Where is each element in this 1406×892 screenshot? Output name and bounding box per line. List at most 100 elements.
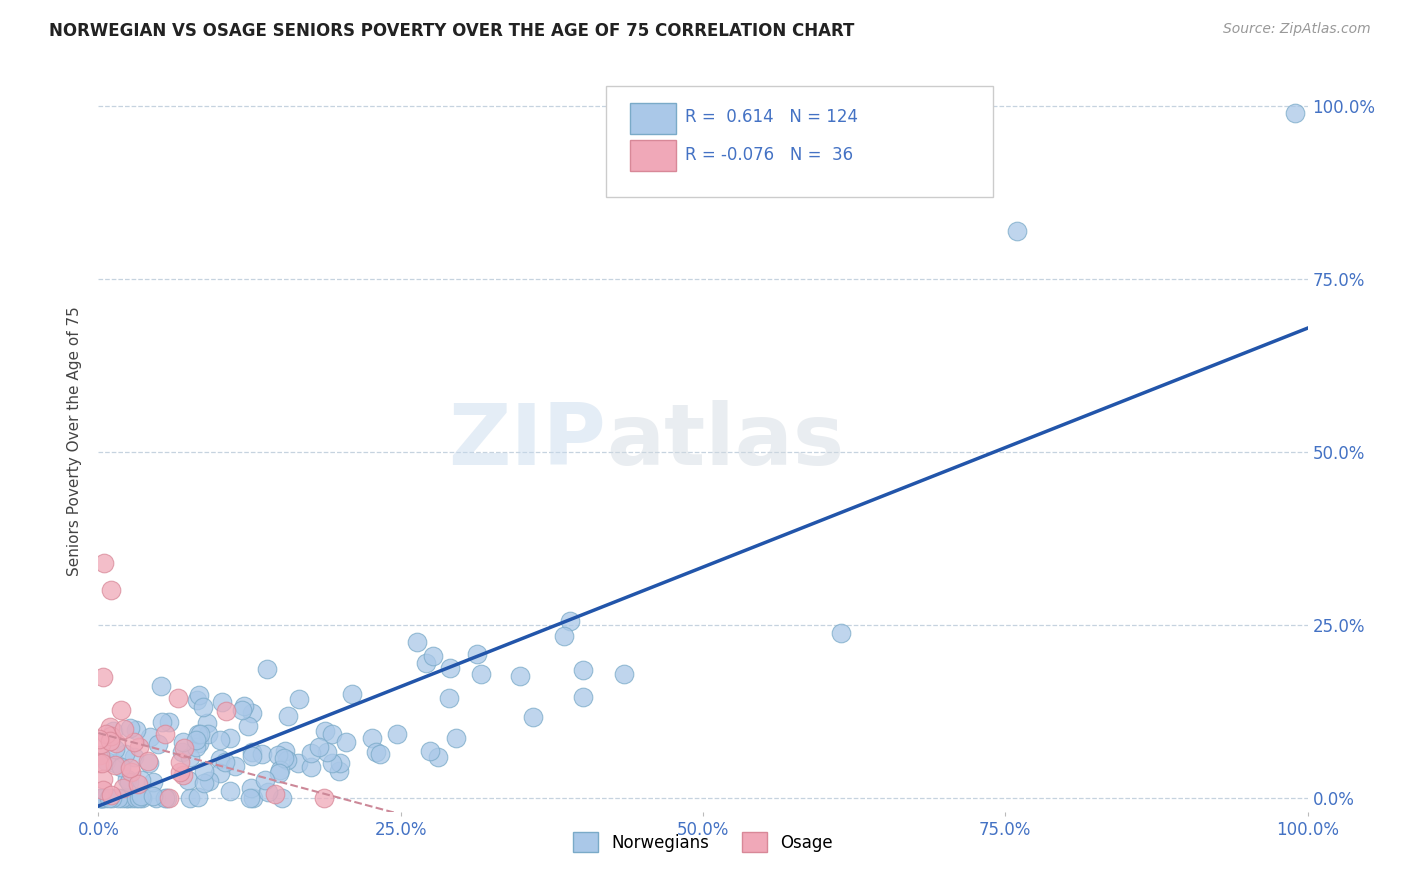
Text: R =  0.614   N = 124: R = 0.614 N = 124 [685, 108, 858, 127]
Point [179, 750, 201, 764]
Point [553, 629, 575, 643]
Point [257, 784, 280, 798]
Point [215, 704, 238, 718]
Point [209, 752, 232, 766]
Point [104, 737, 127, 751]
Point [142, 789, 165, 804]
Point [315, 745, 337, 759]
Point [288, 691, 311, 706]
Point [446, 731, 468, 746]
Point [118, 761, 141, 775]
Y-axis label: Seniors Poverty Over the Age of 75: Seniors Poverty Over the Age of 75 [67, 307, 83, 576]
Point [117, 790, 139, 805]
Point [439, 661, 461, 675]
Point [94, 790, 117, 805]
Point [253, 773, 276, 788]
Point [209, 766, 232, 780]
Point [422, 648, 444, 663]
FancyBboxPatch shape [630, 140, 676, 171]
Point [263, 788, 285, 802]
Point [118, 721, 141, 735]
Point [197, 727, 219, 741]
Point [364, 745, 387, 759]
Point [233, 698, 256, 713]
Point [127, 777, 149, 791]
Point [191, 699, 214, 714]
Point [98, 790, 121, 805]
Point [150, 679, 173, 693]
Point [128, 790, 150, 805]
Point [172, 735, 194, 749]
Point [236, 719, 259, 733]
Text: R = -0.076   N =  36: R = -0.076 N = 36 [685, 146, 853, 164]
Point [267, 766, 290, 780]
Point [131, 790, 153, 805]
Point [96, 754, 118, 768]
Point [572, 690, 595, 704]
Point [299, 759, 322, 773]
Point [101, 723, 124, 738]
Point [368, 747, 391, 761]
Point [187, 689, 209, 703]
Point [361, 731, 384, 746]
Point [129, 789, 152, 804]
Point [94, 727, 117, 741]
Point [405, 634, 427, 648]
FancyBboxPatch shape [606, 87, 993, 197]
Point [87, 732, 110, 747]
Point [1007, 223, 1029, 237]
Point [100, 788, 122, 802]
Point [214, 756, 236, 770]
Point [93, 556, 115, 570]
Point [342, 687, 364, 701]
Point [111, 790, 134, 805]
Point [104, 756, 127, 770]
Point [114, 790, 136, 805]
Point [188, 736, 211, 750]
Point [184, 739, 207, 754]
Point [509, 669, 531, 683]
Point [98, 734, 121, 748]
Point [87, 756, 110, 771]
Point [198, 774, 221, 789]
Point [209, 732, 232, 747]
Point [314, 790, 336, 805]
Point [273, 751, 295, 765]
Point [277, 709, 299, 723]
Point [169, 755, 191, 769]
Point [252, 747, 274, 761]
Point [239, 790, 262, 805]
Point [169, 765, 191, 780]
Point [314, 723, 336, 738]
Point [211, 695, 233, 709]
Point [184, 732, 207, 747]
Point [195, 715, 218, 730]
Point [93, 670, 115, 684]
Legend: Norwegians, Osage: Norwegians, Osage [567, 825, 839, 859]
Point [153, 790, 176, 805]
Point [419, 744, 441, 758]
Point [111, 781, 134, 796]
Point [240, 780, 263, 795]
Point [276, 753, 298, 767]
Point [267, 748, 290, 763]
Point [91, 790, 114, 805]
Point [385, 727, 408, 741]
Point [470, 666, 492, 681]
Point [240, 748, 263, 763]
Point [98, 720, 121, 734]
Point [110, 703, 132, 717]
Point [124, 735, 146, 749]
Point [437, 690, 460, 705]
Point [415, 656, 437, 670]
Point [125, 723, 148, 737]
Point [256, 662, 278, 676]
Point [187, 727, 209, 741]
Point [328, 756, 350, 770]
Point [138, 756, 160, 771]
Point [173, 741, 195, 756]
Point [104, 757, 127, 772]
FancyBboxPatch shape [630, 103, 676, 135]
Point [104, 741, 127, 756]
Point [150, 714, 173, 729]
